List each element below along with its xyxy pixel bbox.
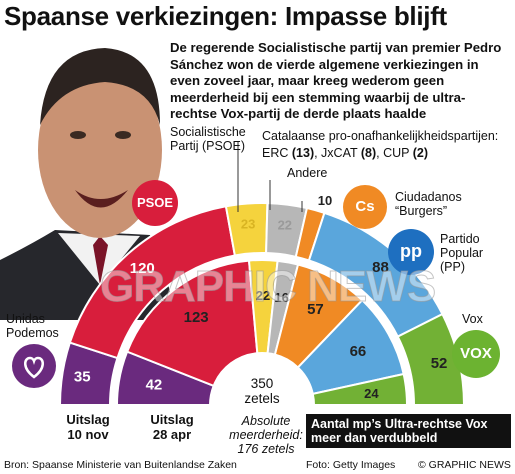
ciudadanos-logo: Cs xyxy=(343,185,387,229)
seat-value-cs-nov: 10 xyxy=(318,193,332,208)
outer-ring-10-nov xyxy=(58,202,466,406)
seat-value-catalan-apr: 22 xyxy=(256,288,270,303)
vox-logo: VOX xyxy=(452,330,500,378)
majority-note: Absolute meerderheid: 176 zetels xyxy=(229,414,303,456)
seat-segment-vox-apr xyxy=(311,372,409,406)
photo-credit: Foto: Getty Images xyxy=(306,459,396,471)
seat-value-psoe-apr: 123 xyxy=(184,309,209,326)
total-seats: 350 zetels xyxy=(244,376,280,406)
podemos-logo xyxy=(12,344,56,388)
leader-lines xyxy=(237,142,303,212)
seat-value-cs-apr: 57 xyxy=(307,301,324,318)
label-ciudadanos: Ciudadanos “Burgers” xyxy=(395,190,462,218)
heart-icon xyxy=(24,356,44,379)
seat-value-vox-nov: 52 xyxy=(431,355,448,372)
label-andere: Andere xyxy=(287,166,328,180)
label-podemos: Unidas Podemos xyxy=(6,312,59,340)
label-pp: Partido Popular (PP) xyxy=(440,232,484,274)
watermark: GRAPHIC NEWS xyxy=(99,262,436,312)
pp-logo: pp xyxy=(388,229,434,275)
label-psoe: Socialistische Partij (PSOE) xyxy=(170,125,246,153)
chart-center-hub xyxy=(214,357,310,405)
inner-ring-28-apr xyxy=(115,259,409,406)
label-catalan: Catalaanse pro-onafhankelijkheidspartije… xyxy=(262,129,499,143)
seat-value-psoe-nov: 120 xyxy=(130,260,155,277)
inner-ring-date: Uitslag 28 apr xyxy=(150,412,194,442)
label-catalan-detail: ERC (13), JxCAT (8), CUP (2) xyxy=(262,146,429,160)
copyright: © GRAPHIC NEWS xyxy=(418,459,511,471)
outer-ring-value-labels: 35 120 23 22 10 88 52 xyxy=(74,193,448,386)
seat-value-podemos-nov: 35 xyxy=(74,369,91,386)
seat-value-podemos-apr: 42 xyxy=(146,376,163,393)
psoe-logo: PSOE xyxy=(132,180,178,226)
seat-value-pp-apr: 66 xyxy=(350,343,367,360)
seat-value-andere-nov: 22 xyxy=(278,217,292,232)
outer-ring-date: Uitslag 10 nov xyxy=(66,412,110,442)
vox-callout: Aantal mp’s Ultra-rechtse Vox meer dan v… xyxy=(306,414,511,448)
seat-value-catalan-nov: 23 xyxy=(241,217,255,232)
seat-segment-vox-nov xyxy=(396,312,466,406)
seat-value-pp-nov: 88 xyxy=(372,259,389,276)
subtitle: De regerende Socialistische partij van p… xyxy=(170,40,502,121)
label-vox: Vox xyxy=(462,312,483,326)
page-title: Spaanse verkiezingen: Impasse blijft xyxy=(4,1,447,31)
source-note: Bron: Spaanse Ministerie van Buitenlands… xyxy=(4,459,237,471)
inner-ring-value-labels: 42 123 22 16 57 66 24 xyxy=(146,288,380,401)
seat-value-andere-apr: 16 xyxy=(274,290,288,305)
seat-value-vox-apr: 24 xyxy=(364,386,379,401)
seat-segment-psoe-apr xyxy=(125,259,259,388)
